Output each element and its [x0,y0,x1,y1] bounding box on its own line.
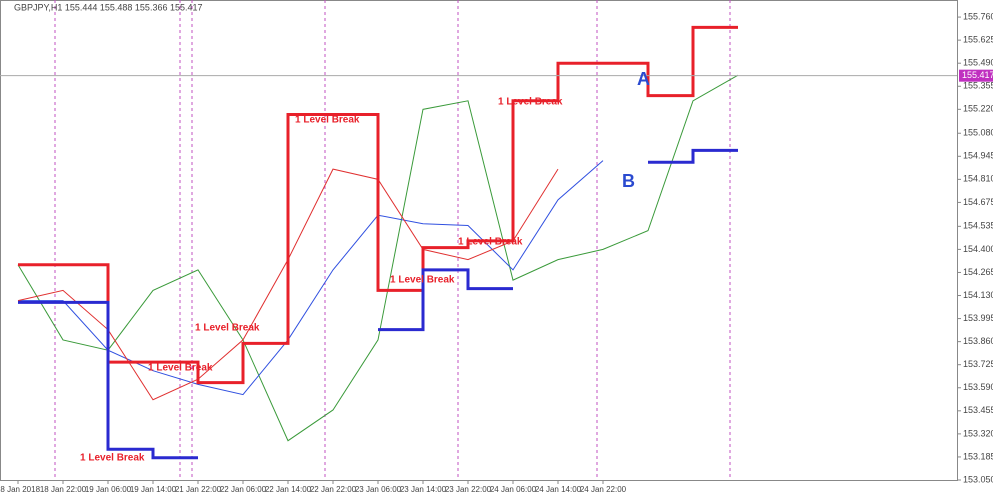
y-tick-label: 155.760 [963,11,993,21]
annotation: 1 Level Break [80,453,145,464]
y-tick-label: 155.625 [963,35,993,45]
x-tick-label: 24 Jan 06:00 [490,485,537,494]
annotation: 1 Level Break [295,115,360,126]
annotation: B [622,171,635,191]
x-tick-label: 22 Jan 14:00 [265,485,312,494]
x-tick-label: 19 Jan 14:00 [130,485,177,494]
series-line [17,74,739,442]
y-tick-label: 153.185 [963,451,993,461]
annotation: 1 Level Break [458,237,523,248]
x-tick-label: 23 Jan 06:00 [355,485,402,494]
x-tick-label: 24 Jan 14:00 [535,485,582,494]
y-tick-label: 155.355 [963,81,993,91]
annotation: 1 Level Break [390,275,455,286]
y-tick-label: 154.675 [963,197,993,207]
y-tick-label: 154.130 [963,290,993,300]
annotation: 1 Level Break [498,97,563,108]
y-tick-label: 154.945 [963,151,993,161]
y-tick-label: 153.725 [963,359,993,369]
y-tick-label: 153.050 [963,474,993,484]
x-tick-label: 22 Jan 22:00 [310,485,357,494]
series-line [378,268,513,332]
annotation: 1 Level Break [148,363,213,374]
x-tick-label: 23 Jan 14:00 [400,485,447,494]
x-tick-label: 18 Jan 2018 [0,485,41,494]
series-line [18,160,604,396]
x-tick-label: 21 Jan 22:00 [175,485,222,494]
x-tick-label: 23 Jan 22:00 [445,485,492,494]
y-tick-label: 154.535 [963,221,993,231]
y-tick-label: 154.810 [963,174,993,184]
x-tick-label: 24 Jan 22:00 [580,485,627,494]
y-tick-label: 154.265 [963,267,993,277]
annotation: A [637,69,650,89]
y-tick-label: 154.400 [963,244,993,254]
y-tick-label: 155.080 [963,128,993,138]
y-tick-label: 153.860 [963,336,993,346]
y-tick-label: 153.320 [963,428,993,438]
plot-frame [0,0,958,481]
x-tick-label: 19 Jan 06:00 [85,485,132,494]
current-price-label: 155.417 [962,70,993,80]
series-line [18,25,738,385]
series-line [648,148,738,164]
chart-title: GBPJPY,H1 155.444 155.488 155.366 155.41… [14,2,203,12]
x-tick-label: 18 Jan 22:00 [40,485,87,494]
period-separators [54,0,731,480]
series-line [18,300,198,460]
annotation: 1 Level Break [195,323,260,334]
y-tick-label: 153.590 [963,382,993,392]
current-price-box [959,69,993,82]
y-tick-label: 153.995 [963,313,993,323]
x-tick-label: 22 Jan 06:00 [220,485,267,494]
y-tick-label: 153.455 [963,405,993,415]
y-tick-label: 155.220 [963,104,993,114]
y-tick-label: 155.490 [963,58,993,68]
